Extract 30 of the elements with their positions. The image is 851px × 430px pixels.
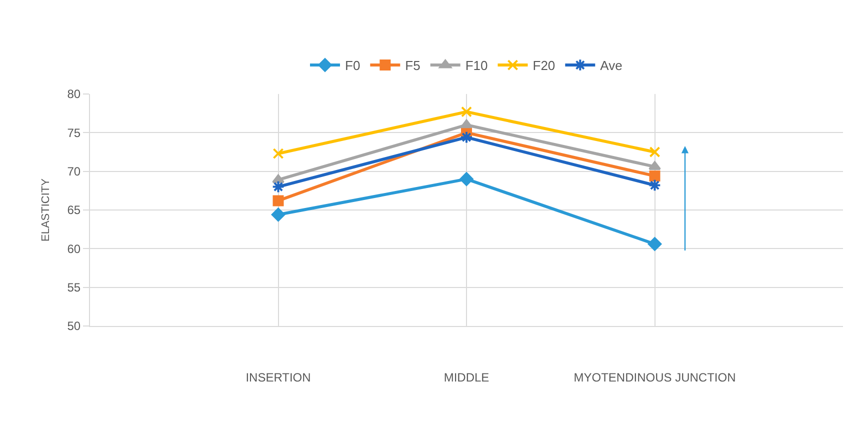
point: [460, 119, 473, 128]
point: [272, 180, 285, 194]
point: [272, 148, 284, 160]
point: [648, 178, 662, 192]
legend-label: Ave: [600, 58, 622, 74]
legend-label: F5: [405, 58, 420, 74]
x-tick-label: MIDDLE: [444, 370, 490, 384]
y-tick-label: 75: [67, 126, 81, 140]
point: [648, 237, 662, 251]
y-tick-label: 50: [67, 319, 81, 334]
point: [461, 106, 472, 118]
point: [460, 172, 474, 186]
y-tick-label: 60: [67, 242, 81, 256]
point: [460, 130, 473, 144]
y-tick-label: 55: [67, 280, 81, 295]
point: [649, 146, 660, 158]
y-tick-label: 65: [67, 203, 81, 218]
x-tick-label: INSERTION: [246, 370, 311, 384]
point: [272, 195, 284, 206]
point: [272, 174, 284, 184]
point: [648, 161, 661, 170]
y-axis-title: ELASTICITY: [40, 178, 52, 242]
legend-label: F0: [345, 58, 360, 74]
y-tick-label: 80: [67, 87, 81, 102]
legend-label: F10: [465, 58, 488, 74]
y-tick-label: 70: [67, 164, 81, 179]
x-tick-label: MYOTENDINOUS JUNCTION: [574, 370, 736, 384]
point: [271, 208, 286, 222]
point: [649, 170, 660, 182]
legend-label: F20: [532, 58, 556, 74]
